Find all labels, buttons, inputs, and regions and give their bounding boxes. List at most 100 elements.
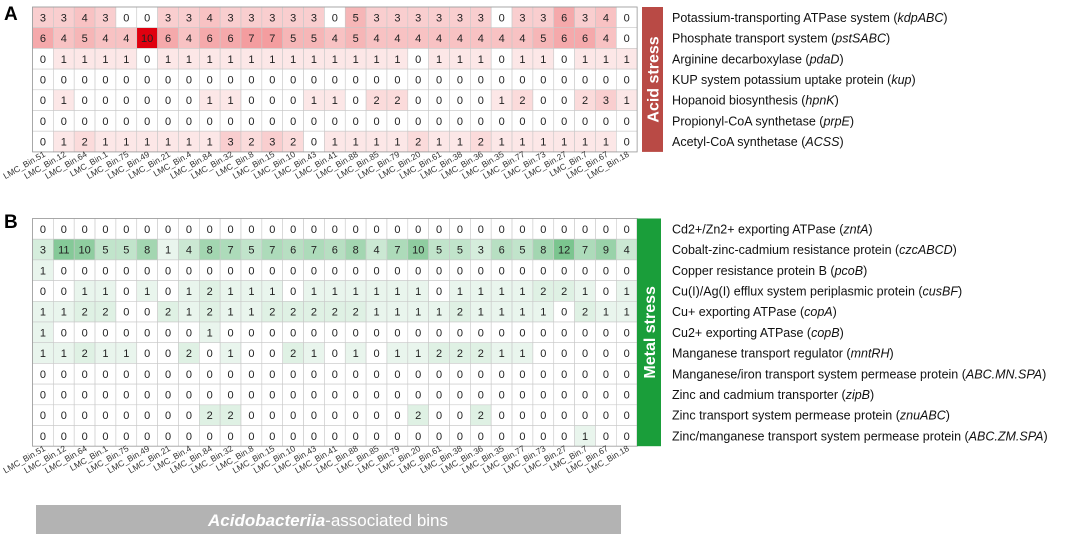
gene-label: Cu2+ exporting ATPase (copB): [672, 326, 844, 340]
cell-value: 1: [61, 95, 67, 107]
cell-value: 0: [102, 369, 108, 381]
cell-value: 0: [373, 348, 379, 360]
cell-value: 2: [248, 137, 254, 149]
cell-value: 0: [82, 265, 88, 277]
cell-value: 0: [144, 327, 150, 339]
cell-value: 0: [82, 327, 88, 339]
cell-value: 0: [394, 369, 400, 381]
cell-value: 4: [394, 33, 400, 45]
cell-value: 1: [582, 54, 588, 66]
cell-value: 5: [353, 12, 359, 24]
cell-value: 0: [123, 369, 129, 381]
cell-value: 0: [519, 327, 525, 339]
cell-value: 0: [40, 389, 46, 401]
cell-value: 0: [519, 116, 525, 128]
cell-value: 6: [165, 33, 171, 45]
cell-value: 3: [457, 12, 463, 24]
cell-value: 0: [624, 369, 630, 381]
cell-value: 0: [40, 95, 46, 107]
cell-value: 1: [207, 54, 213, 66]
cell-value: 3: [269, 12, 275, 24]
stress-bar-background: [637, 218, 661, 447]
cell-value: 1: [228, 95, 234, 107]
cell-value: 2: [82, 307, 88, 319]
cell-value: 1: [207, 95, 213, 107]
cell-value: 0: [540, 327, 546, 339]
cell-value: 0: [207, 116, 213, 128]
cell-value: 0: [144, 431, 150, 443]
cell-value: 1: [415, 307, 421, 319]
cell-value: 7: [582, 245, 588, 257]
cell-value: 2: [519, 95, 525, 107]
cell-value: 0: [144, 307, 150, 319]
cell-value: 0: [499, 74, 505, 86]
cell-value: 0: [186, 431, 192, 443]
cell-value: 1: [519, 307, 525, 319]
cell-value: 4: [603, 12, 609, 24]
cell-value: 1: [603, 137, 609, 149]
cell-value: 0: [40, 410, 46, 422]
cell-value: 0: [457, 327, 463, 339]
cell-value: 1: [186, 137, 192, 149]
cell-value: 2: [311, 307, 317, 319]
cell-value: 0: [207, 431, 213, 443]
cell-value: 0: [165, 410, 171, 422]
cell-value: 0: [415, 389, 421, 401]
cell-value: 0: [519, 369, 525, 381]
gene-label: Cobalt-zinc-cadmium resistance protein (…: [672, 243, 957, 257]
cell-value: 0: [561, 74, 567, 86]
cell-value: 0: [582, 327, 588, 339]
gene-label: Hopanoid biosynthesis (hpnK): [672, 94, 839, 108]
cell-value: 0: [373, 116, 379, 128]
cell-value: 1: [624, 95, 630, 107]
cell-value: 1: [457, 54, 463, 66]
cell-value: 2: [582, 95, 588, 107]
cell-value: 10: [141, 33, 153, 45]
cell-value: 1: [394, 137, 400, 149]
cell-value: 0: [457, 369, 463, 381]
cell-value: 1: [478, 54, 484, 66]
cell-value: 0: [82, 95, 88, 107]
cell-value: 1: [582, 431, 588, 443]
cell-value: 0: [40, 74, 46, 86]
cell-value: 0: [269, 116, 275, 128]
cell-value: 0: [165, 286, 171, 298]
cell-value: 4: [478, 33, 484, 45]
cell-value: 0: [123, 431, 129, 443]
cell-value: 0: [186, 265, 192, 277]
cell-value: 3: [228, 137, 234, 149]
cell-value: 1: [436, 137, 442, 149]
cell-value: 0: [603, 116, 609, 128]
cell-value: 0: [519, 431, 525, 443]
cell-value: 1: [186, 307, 192, 319]
cell-value: 0: [144, 410, 150, 422]
cell-value: 0: [415, 116, 421, 128]
cell-value: 2: [207, 410, 213, 422]
cell-value: 2: [82, 137, 88, 149]
gene-label: Manganese/iron transport system permease…: [672, 367, 1046, 381]
cell-value: 1: [582, 137, 588, 149]
cell-value: 0: [373, 410, 379, 422]
cell-value: 1: [82, 54, 88, 66]
cell-value: 0: [624, 33, 630, 45]
cell-value: 0: [40, 369, 46, 381]
cell-value: 0: [457, 431, 463, 443]
cell-value: 6: [582, 33, 588, 45]
cell-value: 1: [353, 286, 359, 298]
cell-value: 1: [332, 54, 338, 66]
cell-value: 0: [269, 348, 275, 360]
cell-value: 2: [186, 348, 192, 360]
cell-value: 0: [332, 389, 338, 401]
cell-value: 0: [248, 348, 254, 360]
cell-value: 0: [499, 54, 505, 66]
cell-value: 0: [478, 116, 484, 128]
cell-value: 0: [61, 74, 67, 86]
cell-value: 0: [165, 348, 171, 360]
cell-value: 2: [540, 286, 546, 298]
cell-value: 0: [311, 410, 317, 422]
cell-value: 1: [332, 137, 338, 149]
cell-value: 1: [394, 54, 400, 66]
cell-value: 0: [561, 327, 567, 339]
cell-value: 0: [436, 410, 442, 422]
gene-label: Phosphate transport system (pstSABC): [672, 32, 890, 46]
